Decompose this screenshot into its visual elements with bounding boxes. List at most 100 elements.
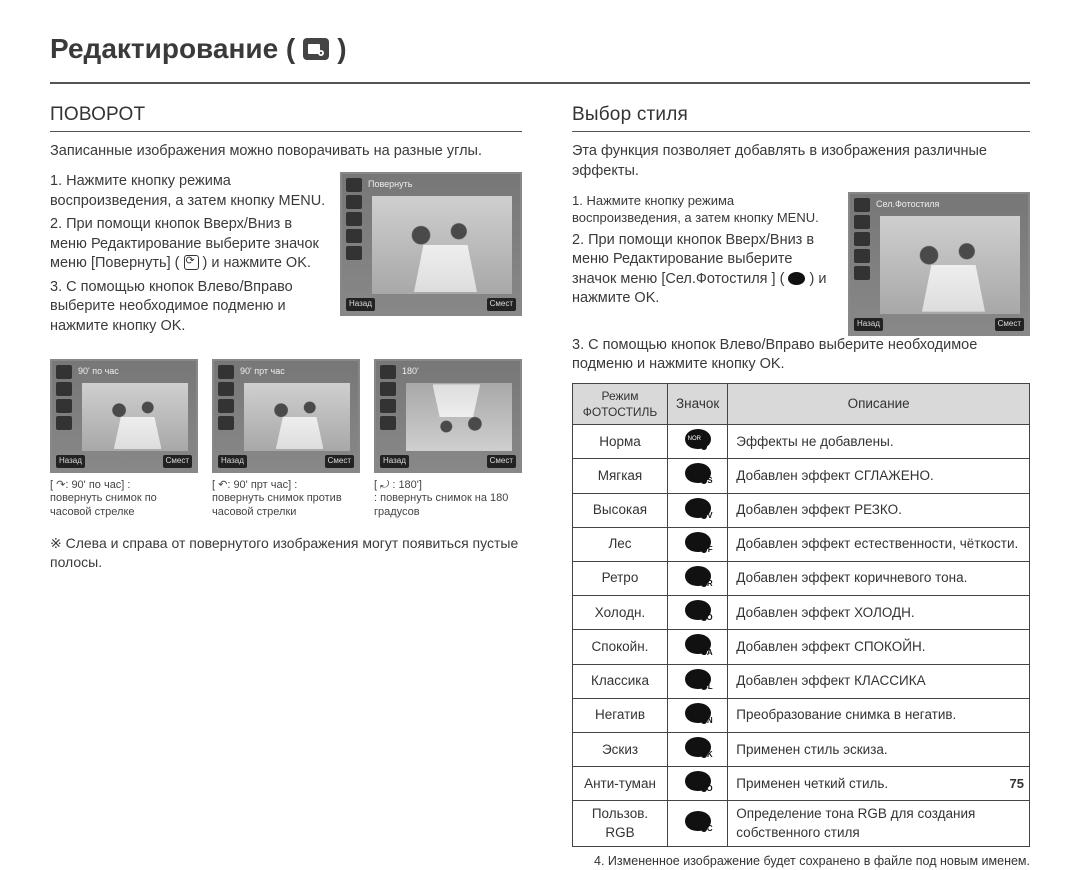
shot-back-label: Назад — [346, 298, 375, 311]
th-desc: Описание — [728, 383, 1030, 424]
thumb-90ccw: 90' прт час НазадСмест — [212, 359, 360, 473]
style-desc: Добавлен эффект ХОЛОДН. — [728, 596, 1030, 630]
style-desc: Эффекты не добавлены. — [728, 425, 1030, 459]
palette-icon: CL — [685, 669, 711, 689]
shot-label-rotate: Повернуть — [368, 178, 412, 190]
style-icon-cell: CA — [668, 630, 728, 664]
rotate-step-1: 1. Нажмите кнопку режима воспроизведения… — [50, 172, 328, 211]
style-name: Ретро — [573, 561, 668, 595]
shot-move-label: Смест — [487, 298, 516, 311]
style-desc: Применен четкий стиль. — [728, 767, 1030, 801]
page-title-row: Редактирование ( ) — [50, 30, 1030, 68]
style-section: Выбор стиля Эта функция позволяет добавл… — [572, 102, 1030, 870]
style-name: Лес — [573, 527, 668, 561]
thumb-caption-1: [ ↶: 90' прт час] : повернуть снимок про… — [212, 479, 360, 520]
style-desc: Добавлен эффект СГЛАЖЕНО. — [728, 459, 1030, 493]
style-menu-icon — [788, 272, 805, 285]
style-icon-cell: C — [668, 801, 728, 846]
table-row: Классика CL Добавлен эффект КЛАССИКА — [573, 664, 1030, 698]
style-table: Режим ФОТОСТИЛЬ Значок Описание Норма Эфф… — [572, 383, 1030, 847]
rotate-step-2: 2. При помощи кнопок Вверх/Вниз в меню Р… — [50, 215, 328, 274]
style-step-3: 3. С помощью кнопок Влево/Вправо выберит… — [572, 336, 1030, 375]
style-icon-cell: SK — [668, 733, 728, 767]
style-name: Холодн. — [573, 596, 668, 630]
style-desc: Добавлен эффект РЕЗКО. — [728, 493, 1030, 527]
style-step-1: 1. Нажмите кнопку режима воспроизведения… — [572, 192, 836, 227]
thumb-90cw: 90' по час НазадСмест — [50, 359, 198, 473]
palette-icon: CO — [685, 600, 711, 620]
style-screenshot: Сел.Фотостиля Назад Смест — [848, 192, 1030, 336]
style-desc: Добавлен эффект СПОКОЙН. — [728, 630, 1030, 664]
style-icon-cell: V — [668, 493, 728, 527]
page-title: Редактирование ( — [50, 30, 295, 68]
rotate-heading: ПОВОРОТ — [50, 102, 522, 128]
shot-label-style: Сел.Фотостиля — [876, 198, 939, 210]
palette-icon: N — [685, 703, 711, 723]
palette-icon — [685, 429, 711, 449]
style-desc: Добавлен эффект естественности, чёткости… — [728, 527, 1030, 561]
style-icon-cell: FO — [668, 767, 728, 801]
rotate-screenshot: Повернуть Назад Смест — [340, 172, 522, 316]
style-icon-cell: F — [668, 527, 728, 561]
rotate-note: ※ Слева и справа от повернутого изображе… — [50, 534, 522, 572]
table-row: Пользов. RGB C Определение тона RGB для со… — [573, 801, 1030, 846]
style-icon-cell: N — [668, 698, 728, 732]
table-row: Норма Эффекты не добавлены. — [573, 425, 1030, 459]
style-intro: Эта функция позволяет добавлять в изобра… — [572, 142, 1030, 181]
rotate-step-2b: ) и нажмите OK. — [203, 255, 311, 271]
style-desc: Добавлен эффект КЛАССИКА — [728, 664, 1030, 698]
rotate-step-3: 3. С помощью кнопок Влево/Вправо выберит… — [50, 278, 328, 337]
th-mode: Режим ФОТОСТИЛЬ — [573, 383, 668, 424]
style-icon-cell: S — [668, 459, 728, 493]
palette-icon: R — [685, 566, 711, 586]
style-name: Эскиз — [573, 733, 668, 767]
title-rule — [50, 82, 1030, 84]
edit-mode-icon — [303, 38, 329, 60]
table-row: Негатив N Преобразование снимка в негатив. — [573, 698, 1030, 732]
style-icon-cell — [668, 425, 728, 459]
palette-icon: F — [685, 532, 711, 552]
thumb-caption-0: [ ↷: 90' по час] : повернуть снимок по ч… — [50, 479, 198, 520]
style-desc: Преобразование снимка в негатив. — [728, 698, 1030, 732]
thumb-caption-2: [ ⤾ : 180'] : повернуть снимок на 180 гр… — [374, 479, 522, 520]
style-desc: Добавлен эффект коричневого тона. — [728, 561, 1030, 595]
style-name: Норма — [573, 425, 668, 459]
thumb-180: 180' НазадСмест — [374, 359, 522, 473]
palette-icon: C — [685, 811, 711, 831]
rotate-thumbs: 90' по час НазадСмест [ ↷: 90' по час] :… — [50, 359, 522, 520]
style-name: Спокойн. — [573, 630, 668, 664]
palette-icon: S — [685, 463, 711, 483]
page-number: 75 — [1010, 775, 1024, 793]
table-row: Спокойн. CA Добавлен эффект СПОКОЙН. — [573, 630, 1030, 664]
style-desc: Применен стиль эскиза. — [728, 733, 1030, 767]
table-row: ЭскизSKПрименен стиль эскиза. — [573, 733, 1030, 767]
style-step-2a: 2. При помощи кнопок Вверх/Вниз в меню Р… — [572, 232, 814, 287]
style-heading: Выбор стиля — [572, 102, 1030, 128]
style-name: Классика — [573, 664, 668, 698]
table-row: Ретро R Добавлен эффект коричневого тона. — [573, 561, 1030, 595]
table-row: Холодн. CO Добавлен эффект ХОЛОДН. — [573, 596, 1030, 630]
palette-icon: FO — [685, 771, 711, 791]
style-name: Негатив — [573, 698, 668, 732]
style-name: Анти-туман — [573, 767, 668, 801]
th-icon: Значок — [668, 383, 728, 424]
table-row: Высокая V Добавлен эффект РЕЗКО. — [573, 493, 1030, 527]
table-row: Анти-туман FO Применен четкий стиль. — [573, 767, 1030, 801]
style-icon-cell: CO — [668, 596, 728, 630]
style-desc: Определение тона RGB для создания собств… — [728, 801, 1030, 846]
style-step-2: 2. При помощи кнопок Вверх/Вниз в меню Р… — [572, 231, 836, 309]
style-footnote: 4. Измененное изображение будет сохранен… — [572, 853, 1030, 870]
page-title-close: ) — [337, 30, 346, 68]
rotate-menu-icon — [184, 255, 199, 270]
table-row: Мягкая S Добавлен эффект СГЛАЖЕНО. — [573, 459, 1030, 493]
style-name: Высокая — [573, 493, 668, 527]
palette-icon: V — [685, 498, 711, 518]
style-name: Пользов. RGB — [573, 801, 668, 846]
style-icon-cell: CL — [668, 664, 728, 698]
rotate-intro: Записанные изображения можно поворачиват… — [50, 142, 522, 162]
palette-icon: CA — [685, 634, 711, 654]
style-icon-cell: R — [668, 561, 728, 595]
style-name: Мягкая — [573, 459, 668, 493]
rotate-section: ПОВОРОТ Записанные изображения можно пов… — [50, 102, 522, 870]
table-row: Лес F Добавлен эффект естественности, чётк… — [573, 527, 1030, 561]
